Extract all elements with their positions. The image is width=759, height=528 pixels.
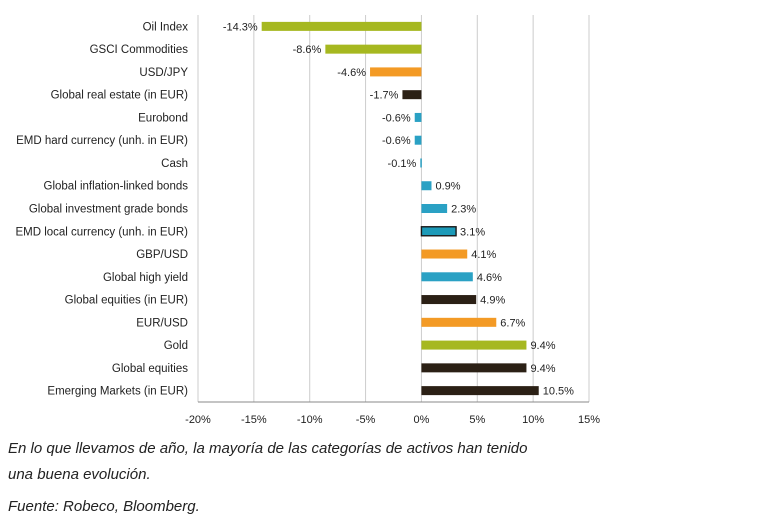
value-label: -4.6%: [337, 67, 366, 79]
value-label: -0.6%: [382, 112, 411, 124]
x-tick-label: 10%: [522, 414, 544, 426]
category-label: Global equities: [112, 363, 188, 375]
bar: [421, 363, 527, 373]
value-label: -8.6%: [293, 44, 322, 56]
bar: [421, 204, 448, 213]
category-label: GBP/USD: [136, 249, 188, 261]
category-label: Global real estate (in EUR): [51, 90, 189, 102]
value-label: 3.1%: [460, 226, 485, 238]
bar: [261, 21, 422, 31]
category-label: Global equities (in EUR): [65, 295, 189, 307]
bar-chart: -20% -15% -10% -5% 0% 5% 10% 15% Oil Index -14.3%…: [15, 15, 600, 426]
value-label: -0.6%: [382, 135, 411, 147]
value-label: -1.7%: [370, 90, 399, 102]
category-label: Eurobond: [138, 112, 188, 124]
source-note: Fuente: Robeco, Bloomberg.: [8, 498, 200, 515]
category-label: Cash: [161, 158, 188, 170]
category-label: Global high yield: [103, 272, 188, 284]
bar: [325, 44, 422, 54]
category-label: GSCI Commodities: [90, 44, 189, 56]
bar: [421, 317, 497, 327]
category-label: Global investment grade bonds: [29, 204, 188, 216]
x-tick-label: -5%: [356, 414, 376, 426]
value-label: 0.9%: [435, 181, 460, 193]
x-tick-label: 0%: [413, 414, 429, 426]
value-label: 10.5%: [543, 386, 574, 398]
bar: [414, 135, 422, 145]
value-label: 9.4%: [530, 363, 555, 375]
category-label: Global inflation-linked bonds: [44, 181, 189, 193]
bar: [421, 295, 477, 305]
category-label: EMD local currency (unh. in EUR): [15, 226, 188, 238]
category-label: USD/JPY: [139, 67, 188, 79]
value-label: 2.3%: [451, 204, 476, 216]
value-label: 4.6%: [477, 272, 502, 284]
bar: [421, 249, 468, 259]
category-label: EMD hard currency (unh. in EUR): [16, 135, 188, 147]
category-label: Emerging Markets (in EUR): [47, 386, 188, 398]
value-label: 9.4%: [530, 340, 555, 352]
bar: [421, 340, 527, 350]
bar: [414, 112, 422, 122]
value-label: -0.1%: [388, 158, 417, 170]
caption-line-2: una buena evolución.: [8, 466, 151, 483]
category-label: Gold: [164, 340, 188, 352]
category-label: Oil Index: [143, 21, 189, 33]
bar: [370, 67, 422, 77]
value-label: 6.7%: [500, 317, 525, 329]
bar: [421, 272, 473, 282]
caption-line-1: En lo que llevamos de año, la mayoría de…: [8, 440, 528, 457]
value-label: -14.3%: [223, 21, 258, 33]
x-tick-label: 5%: [469, 414, 485, 426]
bar: [420, 226, 457, 237]
x-tick-label: -15%: [241, 414, 267, 426]
x-tick-label: 15%: [578, 414, 600, 426]
bar: [421, 386, 539, 396]
bar: [402, 90, 422, 100]
bar: [421, 181, 432, 191]
x-tick-label: -10%: [297, 414, 323, 426]
value-label: 4.9%: [480, 295, 505, 307]
category-label: EUR/USD: [136, 317, 188, 329]
value-label: 4.1%: [471, 249, 496, 261]
x-tick-label: -20%: [185, 414, 211, 426]
bar: [420, 158, 422, 168]
